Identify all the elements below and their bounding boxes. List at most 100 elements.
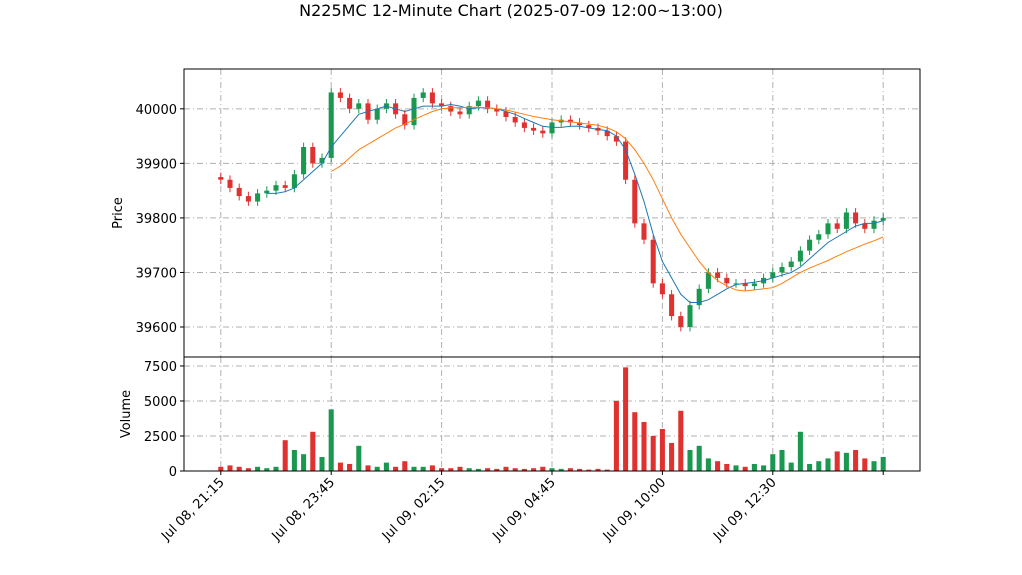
candle-body bbox=[374, 108, 380, 120]
y-axis-label: Price bbox=[111, 197, 126, 229]
candle-body bbox=[319, 157, 325, 164]
candle-body bbox=[475, 100, 481, 107]
volume-bar bbox=[420, 466, 426, 471]
candle-body bbox=[613, 136, 619, 142]
candle-body bbox=[678, 316, 684, 327]
volume-bar bbox=[742, 466, 748, 471]
volume-bar bbox=[356, 445, 362, 471]
volume-bar bbox=[531, 468, 537, 471]
volume-bar bbox=[678, 410, 684, 471]
candle-body bbox=[282, 185, 288, 188]
volume-bar bbox=[236, 466, 242, 471]
volume-bar bbox=[853, 449, 859, 471]
volume-bar bbox=[613, 400, 619, 471]
candle-body bbox=[742, 283, 748, 287]
candle-body bbox=[356, 103, 362, 109]
volume-bar bbox=[825, 458, 831, 471]
volume-bar bbox=[669, 442, 675, 471]
candle-body bbox=[347, 97, 353, 109]
volume-bar bbox=[503, 466, 509, 471]
candle-body bbox=[770, 272, 776, 278]
volume-bar bbox=[816, 461, 822, 471]
moving-average-line bbox=[330, 106, 884, 292]
y-tick-label: 39900 bbox=[136, 157, 177, 172]
candle-body bbox=[779, 267, 785, 273]
volume-bar bbox=[301, 454, 307, 471]
candle-body bbox=[328, 92, 334, 158]
volume-bar bbox=[245, 468, 251, 471]
volume-bar bbox=[687, 449, 693, 471]
volume-bar bbox=[540, 466, 546, 471]
volume-bar bbox=[604, 469, 610, 471]
y-tick-label: 39800 bbox=[136, 212, 177, 227]
volume-bar bbox=[310, 431, 316, 471]
volume-bar bbox=[761, 465, 767, 471]
volume-bar bbox=[549, 468, 555, 471]
volume-bar bbox=[770, 454, 776, 471]
candle-body bbox=[236, 187, 242, 197]
volume-bar bbox=[512, 468, 518, 471]
x-tick-label: Jul 08, 23:45 bbox=[269, 475, 338, 544]
candle-body bbox=[816, 234, 822, 240]
candle-body bbox=[788, 261, 794, 267]
volume-bar bbox=[623, 367, 629, 471]
volume-bar bbox=[457, 466, 463, 471]
candle-body bbox=[733, 283, 739, 285]
candle-body bbox=[797, 250, 803, 262]
volume-bar bbox=[337, 462, 343, 471]
candle-body bbox=[227, 179, 233, 188]
volume-bar bbox=[880, 456, 886, 471]
y-tick-label: 2500 bbox=[144, 430, 177, 445]
volume-bar bbox=[797, 431, 803, 471]
candle-body bbox=[439, 103, 445, 107]
volume-bar bbox=[834, 451, 840, 471]
volume-bar bbox=[751, 463, 757, 471]
volume-bar bbox=[788, 462, 794, 471]
moving-average-line bbox=[266, 103, 884, 303]
volume-bar bbox=[227, 465, 233, 471]
volume-bar bbox=[807, 463, 813, 471]
candle-body bbox=[466, 106, 472, 115]
volume-bar bbox=[715, 461, 721, 471]
candle-body bbox=[291, 174, 297, 188]
volume-bar bbox=[632, 412, 638, 471]
candle-body bbox=[494, 108, 500, 112]
candle-body bbox=[650, 239, 656, 284]
volume-bar bbox=[282, 440, 288, 471]
x-tick-label: Jul 09, 12:30 bbox=[710, 475, 779, 544]
chart-title: N225MC 12-Minute Chart (2025-07-09 12:00… bbox=[299, 1, 723, 20]
volume-bar bbox=[862, 458, 868, 471]
candle-body bbox=[448, 106, 454, 112]
volume-bar bbox=[558, 468, 564, 471]
volume-bar bbox=[595, 468, 601, 471]
volume-bar bbox=[448, 468, 454, 471]
volume-bar bbox=[273, 466, 279, 471]
candle-body bbox=[457, 111, 463, 115]
candle-body bbox=[255, 193, 261, 202]
candle-body bbox=[586, 125, 592, 128]
volume-bar bbox=[365, 465, 371, 471]
x-tick-label: Jul 09, 02:15 bbox=[379, 475, 448, 544]
volume-bar bbox=[347, 463, 353, 471]
volume-bar bbox=[466, 468, 472, 471]
candle-body bbox=[521, 122, 527, 128]
candle-body bbox=[540, 130, 546, 134]
volume-bar bbox=[291, 449, 297, 471]
candle-body bbox=[807, 239, 813, 251]
candle-body bbox=[549, 122, 555, 134]
y-tick-label: 39600 bbox=[136, 321, 177, 336]
volume-panel-frame bbox=[183, 356, 921, 472]
candle-body bbox=[705, 272, 711, 289]
volume-bar bbox=[521, 468, 527, 471]
candle-body bbox=[696, 288, 702, 306]
candle-body bbox=[301, 147, 307, 175]
candle-body bbox=[751, 283, 757, 287]
volume-bar bbox=[402, 461, 408, 471]
y-tick-label: 7500 bbox=[144, 360, 177, 375]
candle-body bbox=[485, 100, 491, 109]
candle-body bbox=[503, 111, 509, 117]
volume-bar bbox=[641, 421, 647, 471]
volume-bar bbox=[843, 452, 849, 471]
candle-body bbox=[402, 114, 408, 126]
